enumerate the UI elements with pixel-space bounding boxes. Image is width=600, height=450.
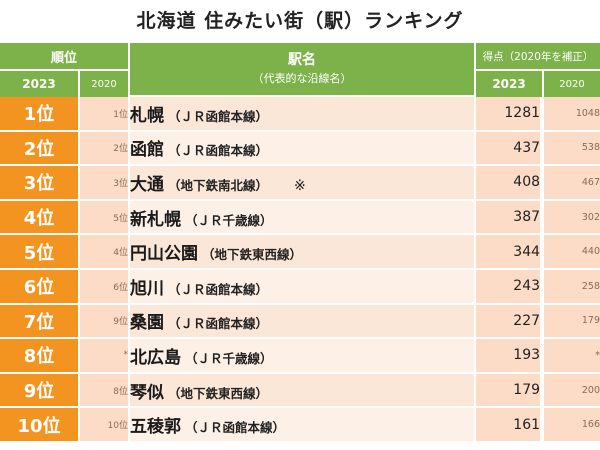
score-cell: 437 [476,131,545,167]
station-cell: 円山公園 （地下鉄東西線） [130,235,477,270]
station-name: 五稜郭 [130,417,182,438]
prev-score-cell: 200 [544,373,600,409]
prev-score-cell: 166 [544,408,600,443]
table-row: 1位 1位 札幌 （ＪＲ函館本線） 1281 1048 [0,97,600,132]
score-cell: 243 [476,269,545,305]
table-row: 7位 9位 桑園 （ＪＲ函館本線） 227 179 [0,304,600,340]
rank-header: 順位 [0,43,131,71]
prev-rank-cell: 5位 [80,200,131,236]
prev-rank-cell: 10位 [80,408,131,443]
station-cell: 琴似 （地下鉄東西線） [130,373,477,409]
rank-cell: 6位 [0,269,80,305]
station-header-label: 駅名 [288,52,317,68]
station-line: （地下鉄南北線） [168,177,269,193]
table-header: 順位 駅名 （代表的な沿線名） 得点（2020年を補正） 2023 2020 2… [0,43,600,97]
rank-cell: 1位 [0,97,80,132]
station-name: 円山公園 [130,244,199,265]
score-cell: 193 [476,339,545,374]
score-cell: 161 [476,408,545,443]
station-cell: 函館 （ＪＲ函館本線） [130,131,477,167]
rank-cell: 5位 [0,235,80,270]
prev-score-cell: 467 [544,166,600,201]
station-name: 桑園 [130,313,165,334]
table-row: 3位 3位 大通 （地下鉄南北線） ※ 408 467 [0,166,600,201]
prev-score-cell: * [544,339,600,374]
station-cell: 桑園 （ＪＲ函館本線） [130,304,477,340]
station-line: （ＪＲ函館本線） [185,420,286,436]
score-cell: 344 [476,235,545,270]
station-line: （ＪＲ函館本線） [168,316,269,332]
rank-cell: 9位 [0,373,80,409]
prev-score-cell: 258 [544,269,600,305]
station-name: 大通 [130,174,165,195]
rank-cell: 10位 [0,408,80,443]
rank-year-current: 2023 [0,71,80,97]
prev-rank-cell: 4位 [80,235,131,270]
table-row: 6位 6位 旭川 （ＪＲ函館本線） 243 258 [0,269,600,305]
rank-year-prev: 2020 [80,71,131,97]
table-row: 8位 * 北広島 （ＪＲ千歳線） 193 * [0,339,600,374]
rank-cell: 2位 [0,131,80,167]
prev-rank-cell: 3位 [80,166,131,201]
score-year-current: 2023 [476,71,545,97]
station-line: （ＪＲ函館本線） [168,108,269,124]
station-cell: 新札幌 （ＪＲ千歳線） [130,200,477,236]
station-name: 旭川 [130,278,165,299]
station-line: （ＪＲ千歳線） [185,350,273,366]
prev-rank-cell: 2位 [80,131,131,167]
prev-rank-cell: 1位 [80,97,131,132]
table-row: 10位 10位 五稜郭 （ＪＲ函館本線） 161 166 [0,408,600,443]
station-note: ※ [294,177,306,194]
table-row: 5位 4位 円山公園 （地下鉄東西線） 344 440 [0,235,600,270]
station-line: （地下鉄東西線） [202,247,303,263]
prev-score-cell: 538 [544,131,600,167]
station-name: 琴似 [130,382,165,403]
page-title: 北海道 住みたい街（駅）ランキング [136,10,464,32]
station-cell: 札幌 （ＪＲ函館本線） [130,97,477,132]
table-row: 4位 5位 新札幌 （ＪＲ千歳線） 387 302 [0,200,600,236]
table-body: 1位 1位 札幌 （ＪＲ函館本線） 1281 1048 2位 2位 函館 （ＪＲ函館本線） 437 5… [0,97,600,443]
station-name: 函館 [130,140,165,161]
station-cell: 五稜郭 （ＪＲ函館本線） [130,408,477,443]
rank-cell: 3位 [0,166,80,201]
station-line: （ＪＲ千歳線） [185,212,273,228]
score-cell: 408 [476,166,545,201]
score-cell: 179 [476,373,545,409]
prev-rank-cell: * [80,339,131,374]
station-name: 新札幌 [130,209,182,230]
station-line: （地下鉄東西線） [168,385,269,401]
station-cell: 大通 （地下鉄南北線） ※ [130,166,477,201]
score-cell: 227 [476,304,545,340]
station-name: 北広島 [130,347,182,368]
prev-score-cell: 440 [544,235,600,270]
prev-rank-cell: 8位 [80,373,131,409]
prev-score-cell: 179 [544,304,600,340]
rank-cell: 4位 [0,200,80,236]
score-cell: 387 [476,200,545,236]
prev-score-cell: 302 [544,200,600,236]
station-name: 札幌 [130,105,165,126]
station-cell: 北広島 （ＪＲ千歳線） [130,339,477,374]
prev-score-cell: 1048 [544,97,600,132]
score-header: 得点（2020年を補正） [476,43,600,71]
station-header: 駅名 （代表的な沿線名） [130,43,477,97]
ranking-table: 順位 駅名 （代表的な沿線名） 得点（2020年を補正） 2023 2020 2… [0,43,600,443]
score-year-prev: 2020 [544,71,600,97]
table-row: 2位 2位 函館 （ＪＲ函館本線） 437 538 [0,131,600,167]
rank-cell: 8位 [0,339,80,374]
station-header-sub: （代表的な沿線名） [252,72,352,85]
prev-rank-cell: 9位 [80,304,131,340]
station-cell: 旭川 （ＪＲ函館本線） [130,269,477,305]
station-line: （ＪＲ函館本線） [168,281,269,297]
table-row: 9位 8位 琴似 （地下鉄東西線） 179 200 [0,373,600,409]
rank-cell: 7位 [0,304,80,340]
prev-rank-cell: 6位 [80,269,131,305]
score-cell: 1281 [476,97,545,132]
station-line: （ＪＲ函館本線） [168,143,269,159]
